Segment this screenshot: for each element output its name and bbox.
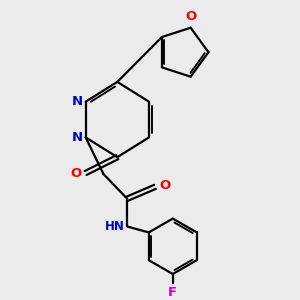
Text: N: N: [71, 131, 83, 144]
Text: N: N: [71, 95, 83, 108]
Text: O: O: [70, 167, 82, 179]
Text: F: F: [168, 286, 177, 299]
Text: O: O: [185, 10, 196, 23]
Text: HN: HN: [104, 220, 124, 233]
Text: O: O: [159, 179, 170, 192]
